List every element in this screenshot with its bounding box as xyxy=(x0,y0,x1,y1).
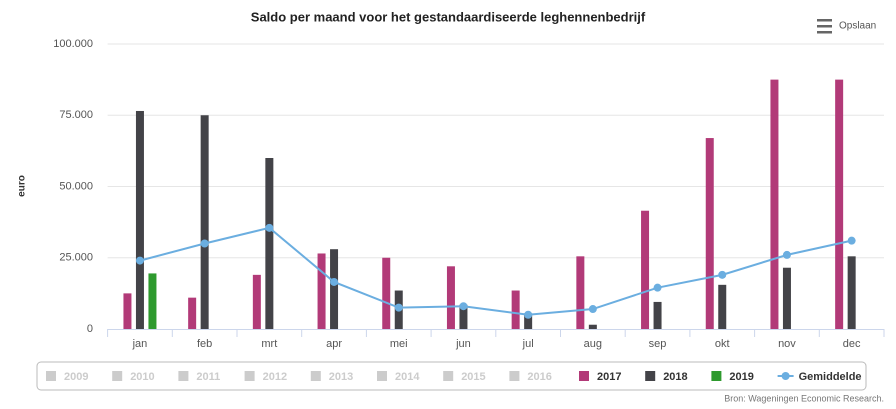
point xyxy=(524,310,533,319)
bar xyxy=(705,138,714,329)
legend-swatch xyxy=(178,371,189,381)
x-tick-label: aug xyxy=(584,338,602,350)
y-tick-label: 50.000 xyxy=(59,180,93,192)
x-tick-label: apr xyxy=(326,338,342,350)
bar xyxy=(123,293,132,329)
point xyxy=(782,250,791,259)
point xyxy=(847,236,856,245)
bar xyxy=(524,313,533,329)
bar xyxy=(265,158,274,329)
point xyxy=(330,277,339,286)
bar xyxy=(835,79,844,329)
legend-swatch xyxy=(112,371,123,381)
legend-point xyxy=(781,372,790,380)
menu-icon xyxy=(817,31,832,34)
bar xyxy=(135,110,144,329)
bar xyxy=(188,297,197,329)
point xyxy=(459,302,468,311)
legend-label[interactable]: 2019 xyxy=(729,371,753,383)
bar xyxy=(782,267,791,329)
bar xyxy=(576,256,585,329)
bar xyxy=(770,79,779,329)
menu-icon xyxy=(817,25,832,28)
menu-icon xyxy=(817,19,832,22)
x-tick-label: mei xyxy=(390,338,408,350)
x-tick-label: nov xyxy=(778,338,796,350)
y-tick-label: 0 xyxy=(87,323,93,335)
legend-box xyxy=(36,361,867,391)
legend-label[interactable]: 2016 xyxy=(527,371,551,383)
point xyxy=(135,256,144,265)
bar xyxy=(330,249,339,329)
bar xyxy=(382,257,391,329)
x-tick-label: feb xyxy=(197,338,212,350)
line xyxy=(139,226,852,316)
point xyxy=(394,303,403,312)
bar xyxy=(653,301,662,329)
legend-label[interactable]: Gemiddelde xyxy=(799,371,862,383)
y-tick-label: 100.000 xyxy=(53,38,93,50)
x-tick-label: jan xyxy=(132,338,148,350)
legend-swatch xyxy=(310,371,321,381)
bar xyxy=(200,115,209,329)
legend-label[interactable]: 2018 xyxy=(663,371,687,383)
legend-swatch xyxy=(244,371,255,381)
bar xyxy=(317,253,326,329)
legend-label[interactable]: 2010 xyxy=(130,371,154,383)
point xyxy=(588,305,597,314)
legend-label[interactable]: 2014 xyxy=(395,371,420,383)
bar xyxy=(847,256,856,329)
legend-label[interactable]: 2013 xyxy=(329,371,353,383)
bar xyxy=(459,304,468,329)
y-axis-label: euro xyxy=(17,175,28,197)
bar xyxy=(718,284,727,329)
bar xyxy=(588,324,597,329)
credits: Bron: Wageningen Economic Research. xyxy=(724,393,884,403)
legend-label[interactable]: 2011 xyxy=(196,371,220,383)
chart-title: Saldo per maand voor het gestandaardisee… xyxy=(251,9,646,24)
y-tick-label: 25.000 xyxy=(59,252,93,264)
legend-label[interactable]: 2009 xyxy=(64,371,88,383)
x-tick-label: mrt xyxy=(261,338,277,350)
legend-label[interactable]: 2012 xyxy=(263,371,287,383)
y-tick-label: 75.000 xyxy=(59,109,93,121)
menu-label[interactable]: Opslaan xyxy=(839,21,876,32)
legend-swatch xyxy=(377,371,387,381)
legend-swatch xyxy=(46,371,56,381)
x-tick-label: sep xyxy=(649,338,667,350)
legend-swatch xyxy=(509,371,520,381)
legend-swatch xyxy=(711,371,722,381)
bar xyxy=(641,210,650,329)
point xyxy=(653,283,662,292)
legend-label[interactable]: 2017 xyxy=(597,371,621,383)
point xyxy=(718,270,727,279)
menu[interactable]: Opslaan xyxy=(817,19,876,34)
bar xyxy=(148,273,157,329)
x-tick-label: okt xyxy=(715,338,730,350)
legend-swatch xyxy=(443,371,454,381)
legend-label[interactable]: 2015 xyxy=(461,371,485,383)
bar xyxy=(252,274,261,329)
x-tick-label: jul xyxy=(522,338,534,350)
legend-swatch xyxy=(645,371,656,381)
point xyxy=(200,239,209,248)
x-tick-label: jun xyxy=(455,338,471,350)
point xyxy=(265,223,274,232)
bar xyxy=(446,266,455,329)
legend-swatch xyxy=(579,371,589,381)
x-tick-label: dec xyxy=(843,338,861,350)
bar xyxy=(511,290,520,329)
